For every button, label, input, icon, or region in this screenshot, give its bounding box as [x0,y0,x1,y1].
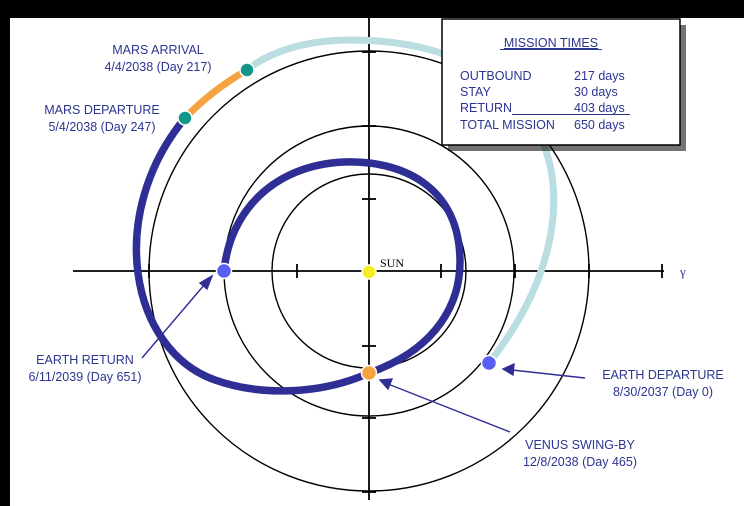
earth-return-leader [141,283,206,359]
mars-departure-name: MARS DEPARTURE [44,103,160,117]
mars-arrival-marker [239,62,255,78]
outbound-value: 217 days [574,69,625,83]
return-value: 403 days [574,101,625,115]
earth-departure-arrowhead [501,362,515,377]
earth-departure-date: 8/30/2037 (Day 0) [613,385,713,399]
venus-swingby-arrowhead [378,378,394,391]
earth-return-arrowhead [198,274,214,291]
venus-swingby-leader [387,383,511,433]
mars-arrival-name: MARS ARRIVAL [112,43,204,57]
earth-return-name: EARTH RETURN [36,353,134,367]
earth-return-date: 6/11/2039 (Day 651) [28,370,141,384]
mission-times-box: MISSION TIMES OUTBOUND 217 days STAY 30 … [441,18,686,151]
earth-return-marker [215,262,233,280]
venus-swingby-date: 12/8/2038 (Day 465) [523,455,637,469]
mars-departure-date: 5/4/2038 (Day 247) [48,120,155,134]
sun-marker [361,264,377,280]
outbound-label: OUTBOUND [460,69,532,83]
venus-swingby-name: VENUS SWING-BY [525,438,635,452]
earth-departure-marker [480,354,498,372]
mars-departure-marker [177,110,193,126]
sun-label: SUN [380,256,404,270]
mission-times-title: MISSION TIMES [504,36,598,50]
return-leg-arc [132,114,464,395]
stay-label: STAY [460,85,491,99]
stay-value: 30 days [574,85,618,99]
vernal-equinox-symbol: γ [679,264,686,279]
earth-departure-name: EARTH DEPARTURE [602,368,724,382]
total-mission-value: 650 days [574,118,625,132]
venus-swingby-marker [360,364,378,382]
total-mission-label: TOTAL MISSION [460,118,555,132]
earth-departure-leader [511,369,586,379]
mars-arrival-date: 4/4/2038 (Day 217) [104,60,211,74]
return-label: RETURN [460,101,512,115]
